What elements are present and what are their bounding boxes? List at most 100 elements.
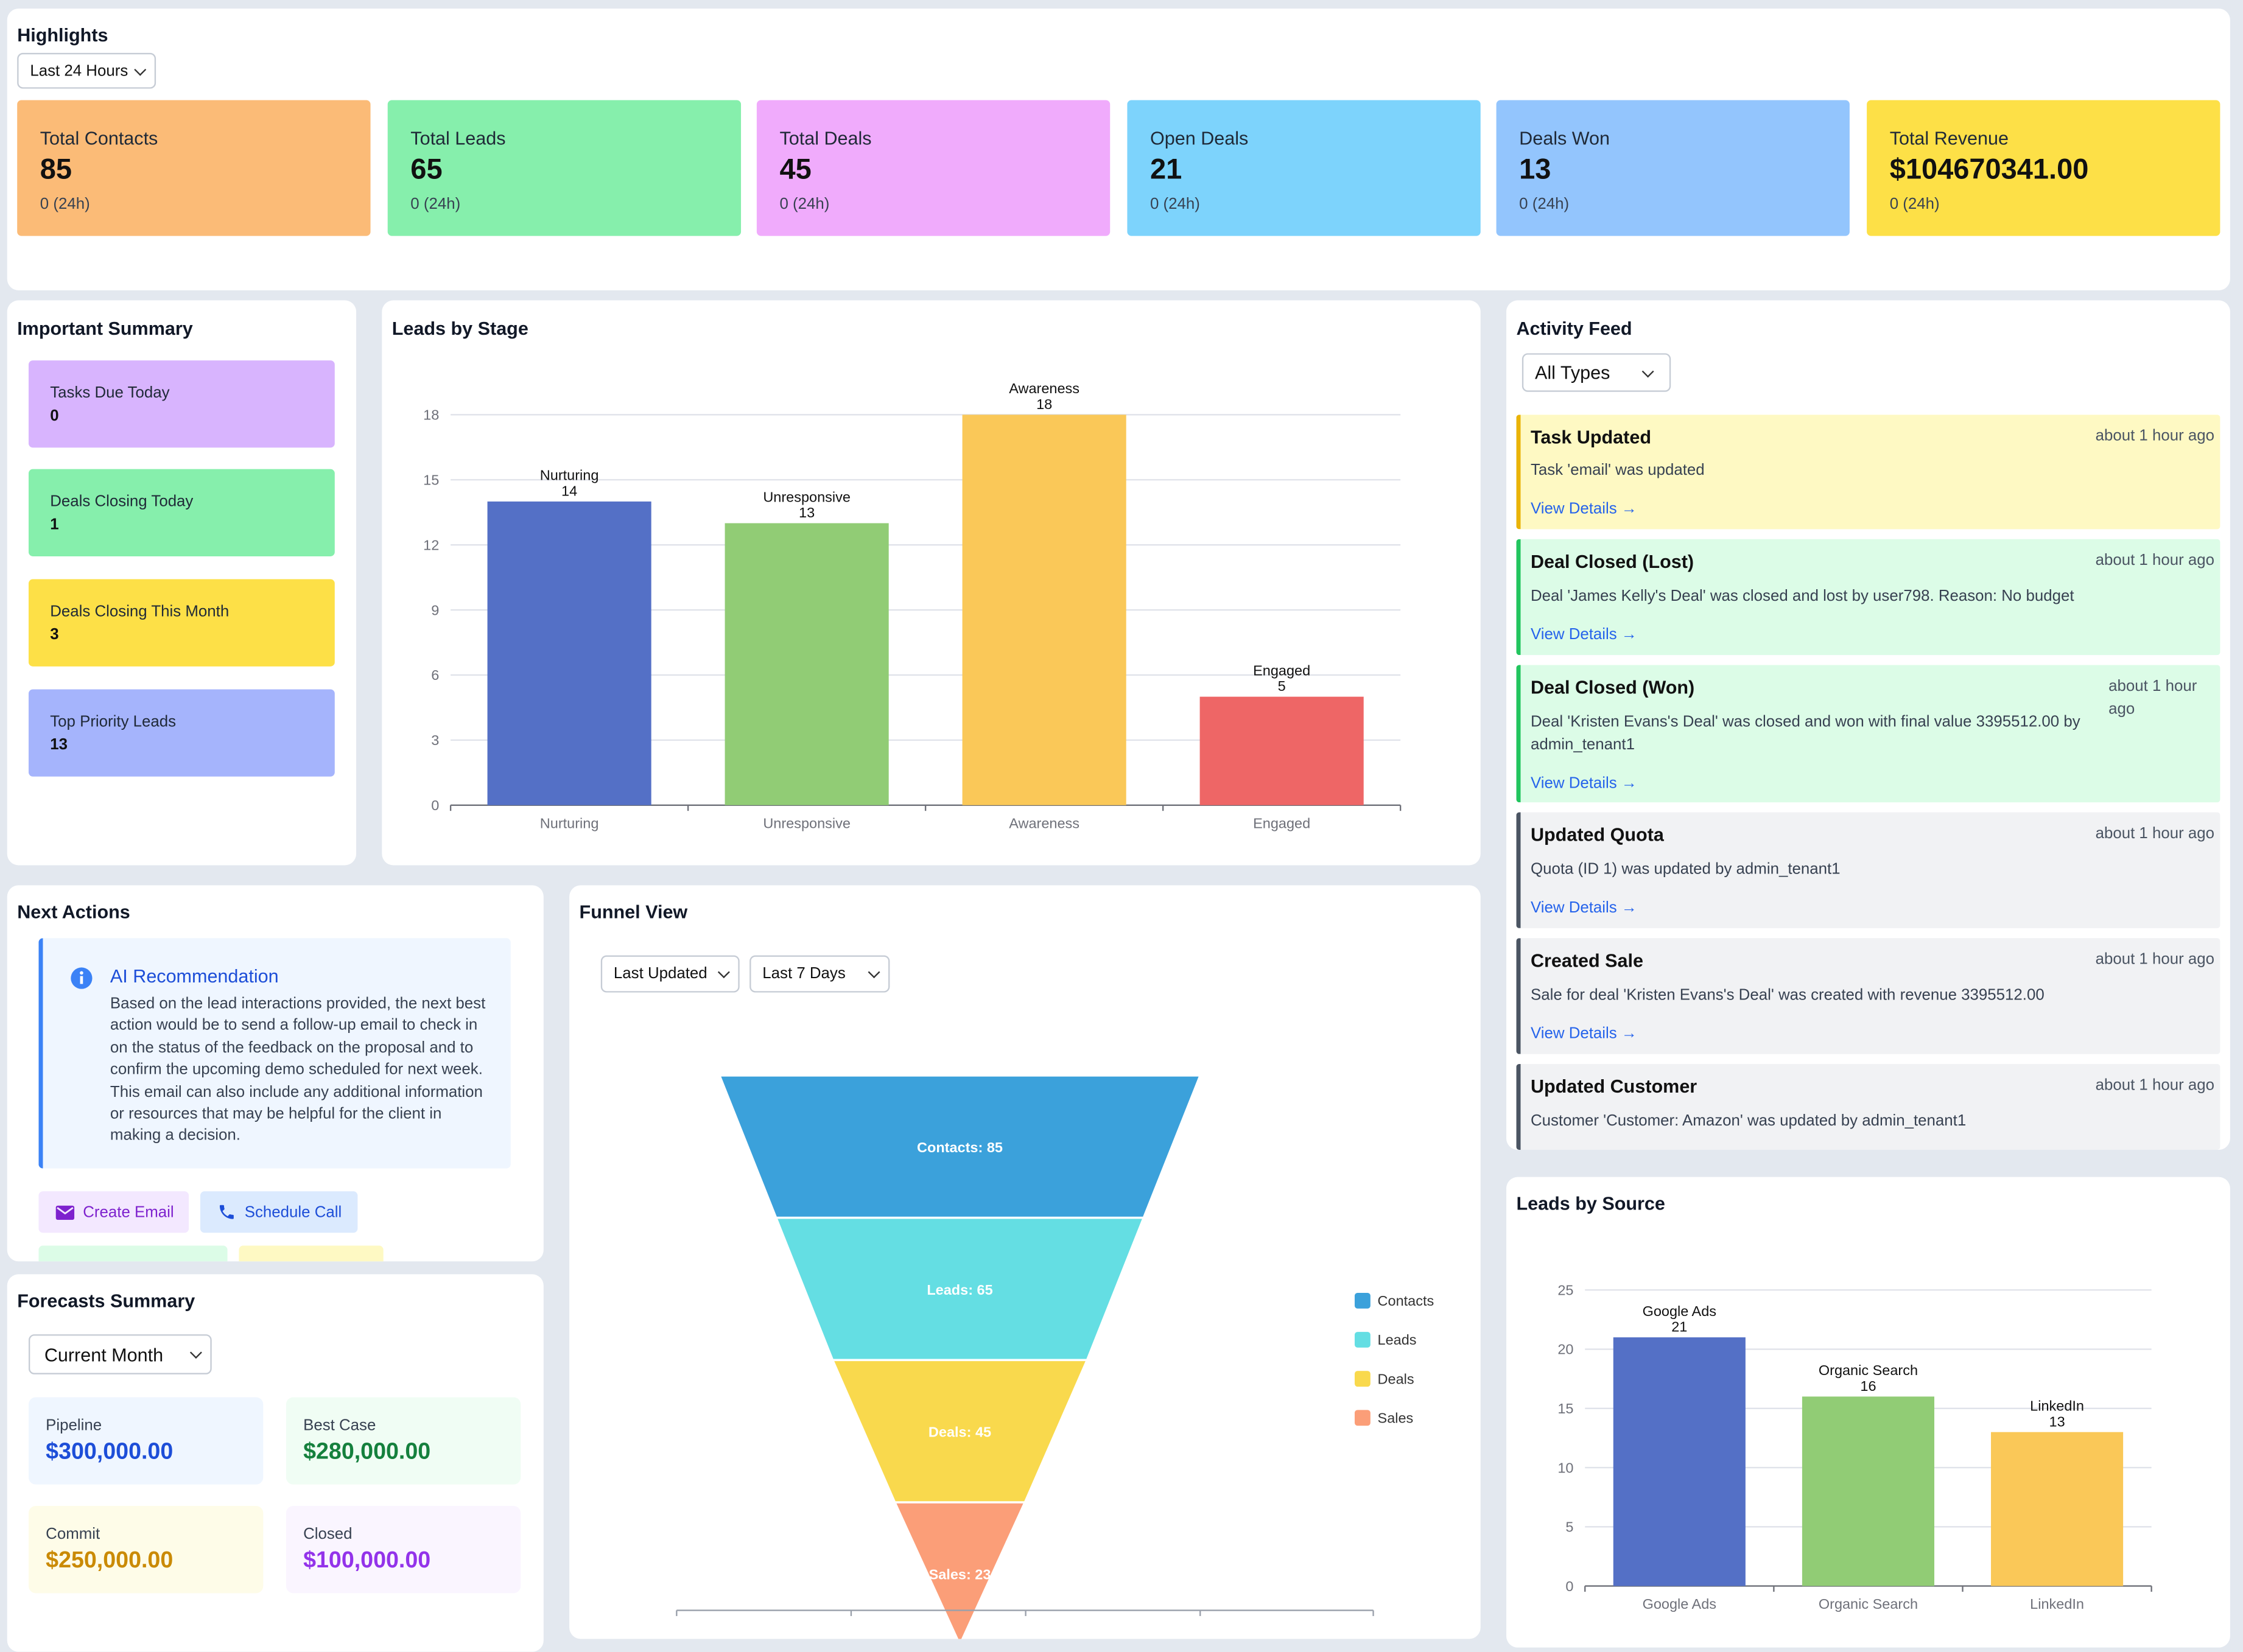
summary-value: 1 [50,516,59,534]
y-tick-label: 0 [1565,1578,1573,1594]
y-tick-label: 18 [423,407,439,423]
activity-item-title: Updated Customer [1530,1075,1697,1097]
stat-change: 0 (24h) [1150,195,1200,214]
bar [1991,1432,2124,1586]
stat-change: 0 (24h) [410,195,461,214]
chevron-down-icon [1641,365,1654,377]
stat-label: Total Contacts [40,127,158,149]
y-tick-label: 5 [1565,1519,1573,1535]
bar-data-label-category: Awareness [1009,380,1079,396]
stat-card-revenue[interactable]: Total Revenue $104670341.00 0 (24h) [1867,100,2220,236]
view-details-link[interactable]: View Details → [1530,500,1637,518]
legend-label: Contacts [1378,1293,1434,1309]
x-tick-label: LinkedIn [2030,1596,2084,1612]
view-details-link[interactable]: View Details → [1530,1025,1637,1043]
summary-label: Top Priority Leads [50,713,177,731]
legend-label: Leads [1378,1332,1417,1348]
y-tick-label: 15 [423,472,439,488]
x-tick-label: Nurturing [540,815,599,831]
funnel-segment-label: Leads: 65 [927,1282,992,1298]
more-actions-button[interactable] [38,1245,228,1262]
bar [962,415,1126,805]
stat-value: 45 [779,154,812,186]
forecasts-summary-card: Forecasts Summary Current Month Pipeline… [7,1274,544,1652]
bar-data-label-value: 14 [561,483,577,499]
stat-card-leads[interactable]: Total Leads 65 0 (24h) [387,100,742,236]
bar-data-label-value: 18 [1036,396,1052,412]
stat-label: Open Deals [1150,127,1249,149]
activity-type-select[interactable]: All Types [1522,353,1671,392]
bar [1802,1396,1934,1586]
funnel-range-value: Last 7 Days [762,965,846,983]
bar-data-label-value: 5 [1278,678,1286,694]
stat-card-open-deals[interactable]: Open Deals 21 0 (24h) [1127,100,1481,236]
y-tick-label: 6 [431,667,439,683]
y-tick-label: 9 [431,602,439,618]
schedule-call-button[interactable]: Schedule Call [200,1191,358,1233]
legend-swatch [1354,1371,1371,1387]
forecast-label: Commit [46,1525,100,1544]
ai-recommendation-title: AI Recommendation [110,965,279,987]
highlights-range-select[interactable]: Last 24 Hours [17,52,156,89]
stat-card-deals-won[interactable]: Deals Won 13 0 (24h) [1496,100,1850,236]
source-chart-title: Leads by Source [1516,1192,1665,1214]
view-details-link[interactable]: View Details → [1530,626,1637,644]
stat-value: 85 [40,154,72,186]
leads-by-stage-chart: 0369121518Nurturing14NurturingUnresponsi… [423,380,1402,831]
summary-top-priority-leads[interactable]: Top Priority Leads 13 [28,689,335,777]
summary-deals-closing-month[interactable]: Deals Closing This Month 3 [28,579,335,667]
stat-change: 0 (24h) [1889,195,1940,214]
activity-item-title: Updated Quota [1530,824,1664,845]
summary-value: 0 [50,407,59,425]
forecasts-title: Forecasts Summary [17,1290,195,1312]
x-tick-label: Organic Search [1819,1596,1918,1612]
y-tick-label: 12 [423,537,439,553]
activity-item-time: about 1 hour ago [2095,1077,2215,1094]
stat-card-deals[interactable]: Total Deals 45 0 (24h) [756,100,1111,236]
view-details-link[interactable]: View Details → [1530,899,1637,917]
summary-value: 13 [50,736,68,754]
x-tick-label: Awareness [1009,815,1079,831]
funnel-range-select[interactable]: Last 7 Days [749,955,890,993]
funnel-title: Funnel View [579,901,688,923]
stat-label: Total Leads [410,127,506,149]
create-email-button[interactable]: Create Email [38,1191,189,1233]
forecast-period-select[interactable]: Current Month [28,1334,212,1374]
stat-value: 21 [1150,154,1182,186]
bar [1613,1337,1746,1586]
legend-label: Sales [1378,1410,1414,1426]
activity-item-desc: Deal 'Kristen Evans's Deal' was closed a… [1530,713,2080,754]
funnel-sort-select[interactable]: Last Updated [600,955,740,993]
activity-item: Updated Customer about 1 hour ago Custom… [1516,1064,2220,1150]
view-details-link[interactable]: View Details → [1530,775,1637,793]
leads-by-source-card: Leads by Source 0 5 10 15 20 25 Google Ads 21 Go… [1506,1177,2230,1648]
summary-title: Important Summary [17,317,193,339]
y-tick-label: 15 [1557,1401,1573,1416]
stat-value: $104670341.00 [1889,154,2089,186]
bar [725,523,889,805]
y-tick-label: 25 [1557,1282,1573,1298]
more-actions-button[interactable] [239,1245,384,1262]
bar-data-label-value: 13 [2049,1413,2065,1429]
forecast-label: Pipeline [46,1417,102,1435]
summary-deals-closing-today[interactable]: Deals Closing Today 1 [28,469,335,556]
activity-item-title: Created Sale [1530,950,1644,971]
legend-swatch [1354,1410,1371,1426]
funnel-view-card: Funnel View Last Updated Last 7 Days Con… [569,885,1481,1639]
activity-title: Activity Feed [1516,317,1632,339]
stat-label: Total Deals [779,127,872,149]
summary-label: Deals Closing Today [50,493,194,511]
legend-swatch [1354,1332,1371,1348]
forecast-value: $280,000.00 [303,1440,431,1465]
chevron-down-icon [134,63,147,75]
summary-value: 3 [50,626,59,644]
funnel-chart: Contacts: 85 Leads: 65 Deals: 45 Sales: 23 C… [676,1074,1434,1639]
activity-type-value: All Types [1535,362,1610,383]
stat-value: 13 [1519,154,1551,186]
leads-by-stage-card: Leads by Stage 0 3 6 9 12 15 18 Nurturing 14 Nurt… [382,300,1481,866]
next-actions-card: Next Actions AI Recommendation Based on … [7,885,544,1262]
stage-chart-title: Leads by Stage [391,317,528,339]
stat-card-contacts[interactable]: Total Contacts 85 0 (24h) [17,100,371,236]
y-tick-label: 10 [1557,1460,1573,1475]
summary-tasks-due[interactable]: Tasks Due Today 0 [28,360,335,448]
